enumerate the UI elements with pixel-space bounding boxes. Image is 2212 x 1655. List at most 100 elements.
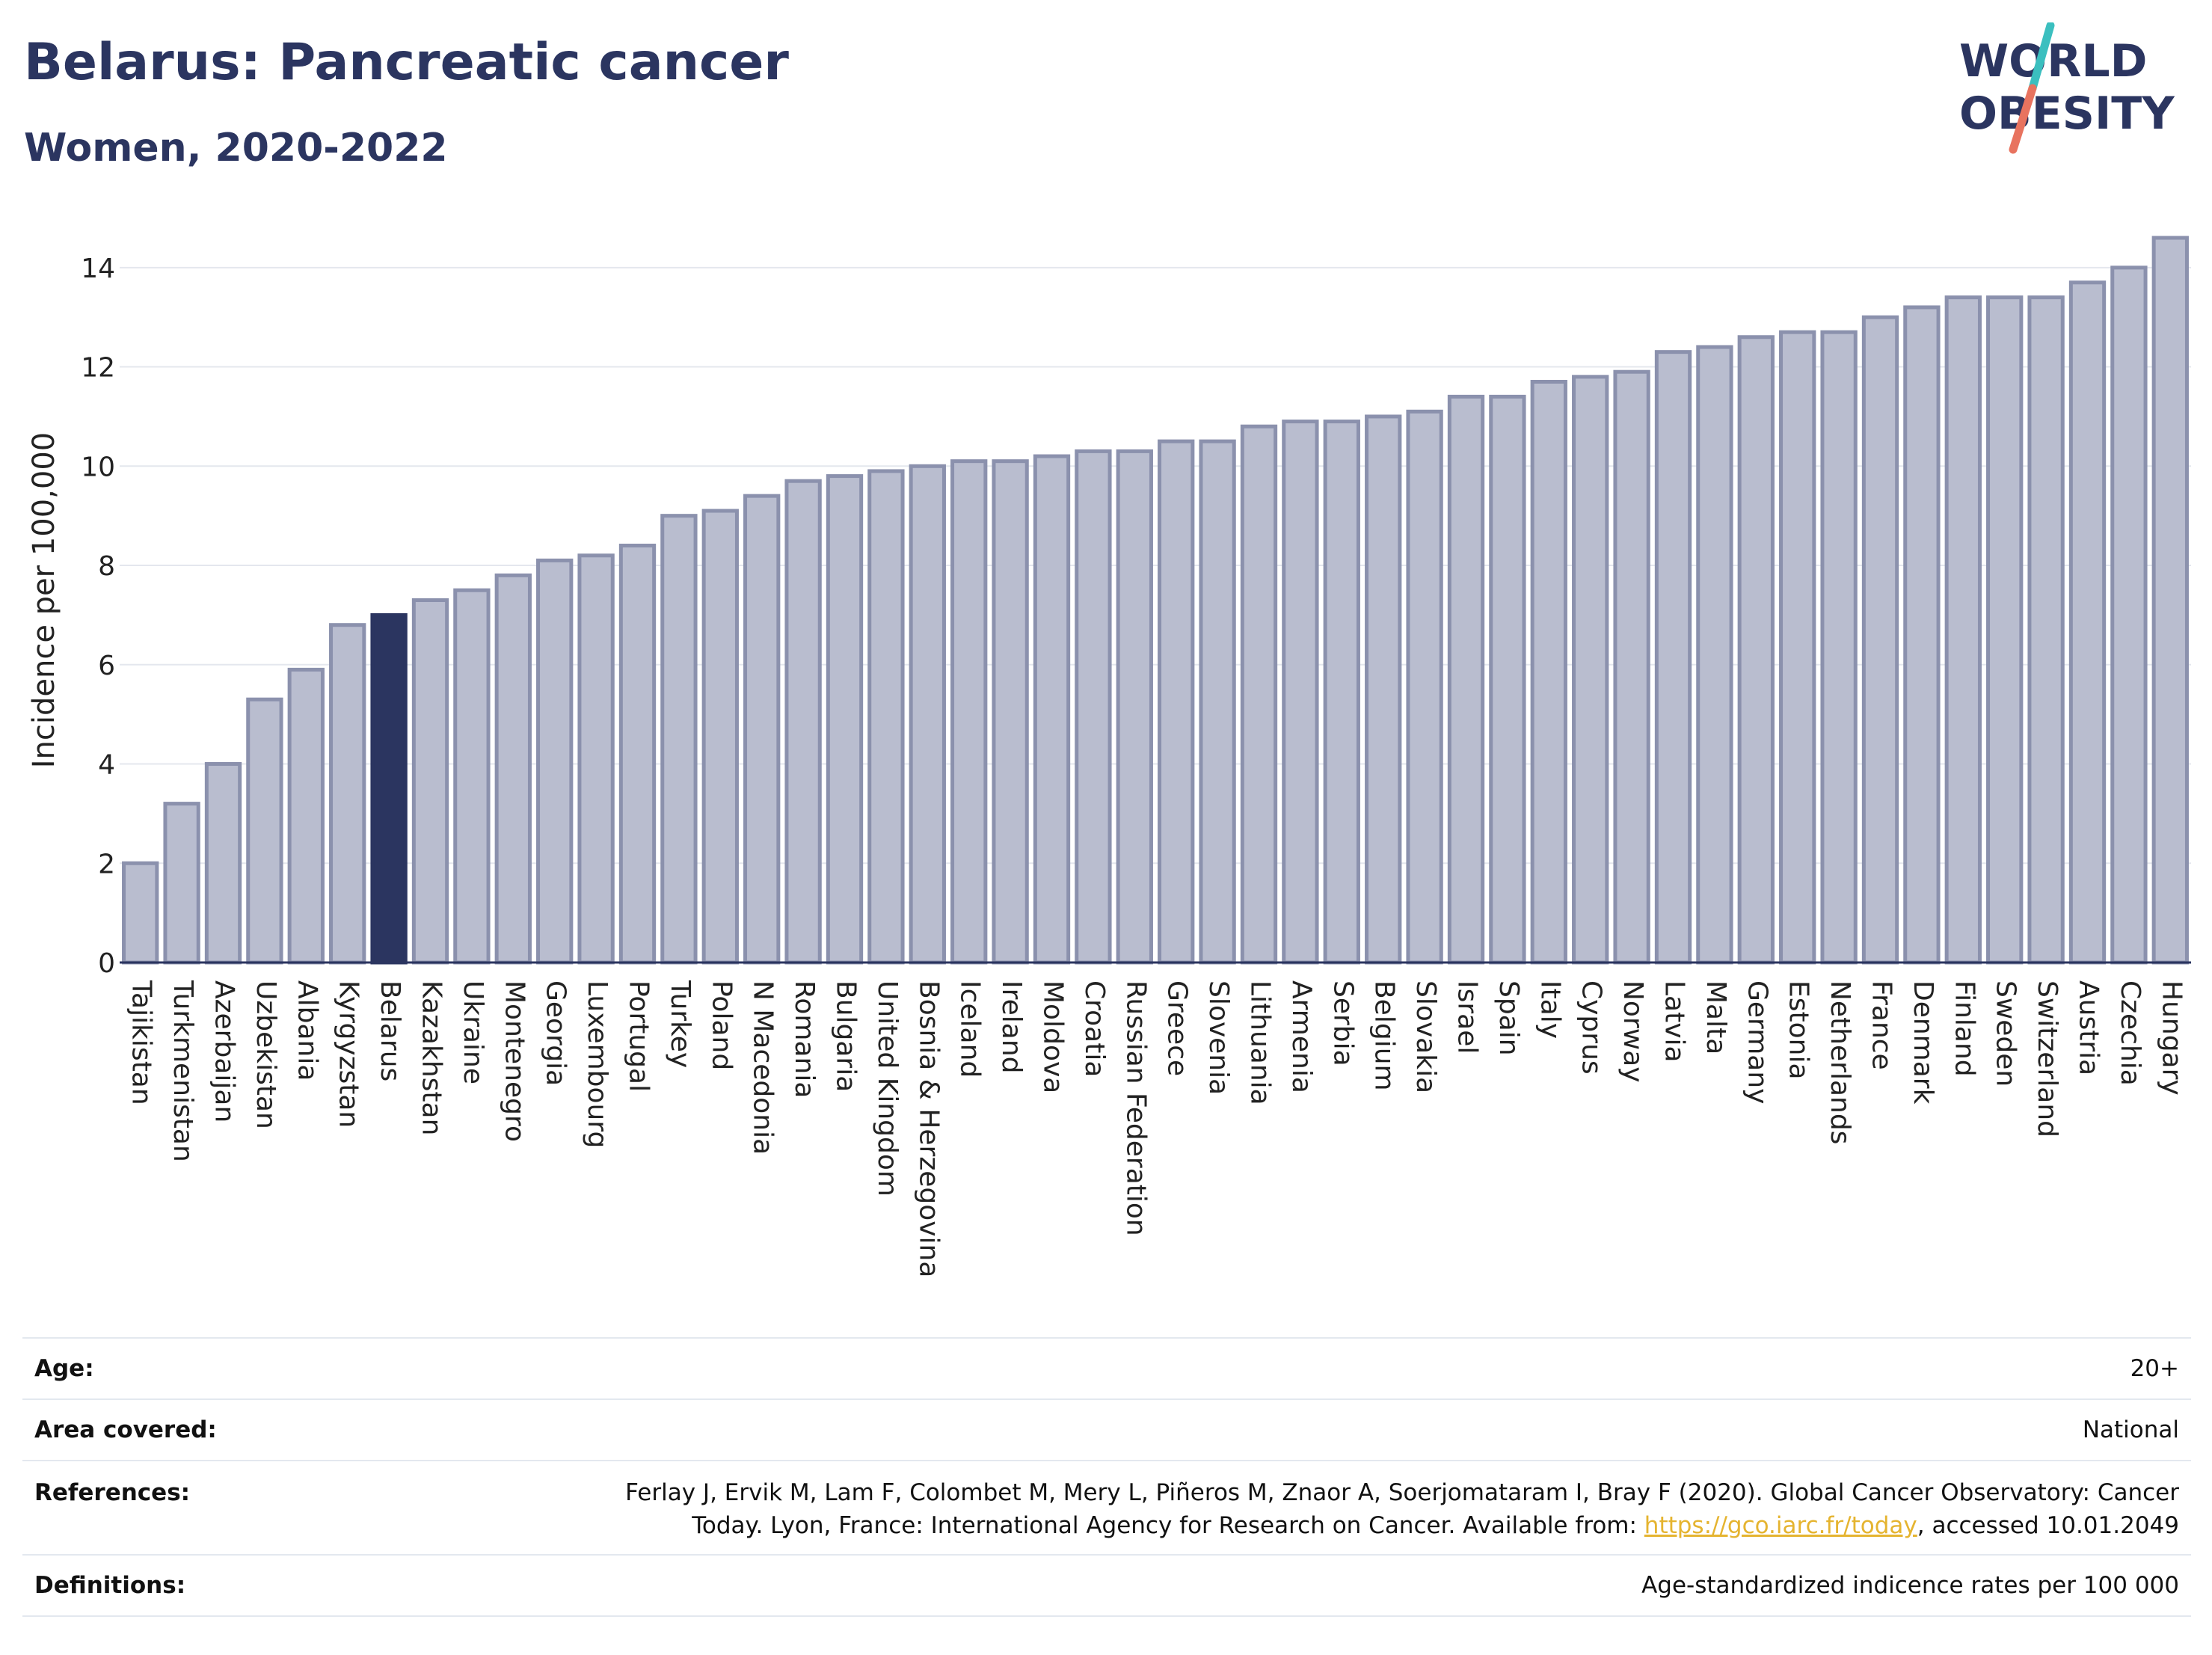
bar-austria [2068, 280, 2107, 965]
bar-switzerland [2027, 295, 2065, 965]
logo-slash-teal [2028, 22, 2055, 93]
bar-portugal [618, 543, 657, 965]
bar-latvia [1654, 350, 1692, 965]
meta-row-definitions: Definitions: Age-standardized indicence … [22, 1554, 2191, 1617]
x-tick-label: Czechia [2115, 980, 2145, 1086]
bar-netherlands [1820, 330, 1858, 965]
bar-serbia [1323, 420, 1360, 965]
y-tick-label: 12 [81, 353, 115, 384]
x-tick-label: Uzbekistan [251, 980, 281, 1129]
age-label: Age: [34, 1355, 94, 1382]
x-tick-label: Tajikistan [126, 980, 157, 1105]
logo-line-2: OBESITY [1959, 87, 2175, 140]
area-value: National [2082, 1416, 2179, 1443]
bar-n-macedonia [743, 494, 781, 965]
bar-slovakia [1406, 409, 1443, 965]
y-tick-label: 6 [98, 651, 115, 681]
logo-slash-coral [2009, 84, 2037, 154]
bar-montenegro [494, 573, 532, 965]
x-tick-label: Spain [1493, 980, 1524, 1056]
x-tick-label: Kyrgyzstan [334, 980, 364, 1128]
x-tick-label: Bosnia & Herzegovina [913, 980, 944, 1277]
x-tick-label: Latvia [1659, 980, 1690, 1063]
bar-belgium [1365, 414, 1402, 965]
x-tick-label: Turkmenistan [168, 980, 198, 1162]
bar-slovenia [1199, 439, 1236, 965]
y-tick-labels: 0 2 4 6 8 10 12 14 [81, 254, 115, 979]
x-tick-label: France [1867, 980, 1897, 1070]
meta-row-area: Area covered: National [22, 1398, 2191, 1460]
bar-estonia [1779, 330, 1816, 965]
bar-norway [1613, 369, 1650, 965]
x-tick-label: Estonia [1784, 980, 1814, 1080]
bars [122, 236, 2189, 965]
bar-azerbaijan [204, 762, 242, 965]
y-axis-label: Incidence per 100,000 [27, 432, 61, 769]
bar-sweden [1986, 295, 2024, 965]
references-label: References: [34, 1479, 191, 1506]
bar-iceland [950, 459, 988, 965]
x-tick-label: Armenia [1286, 980, 1317, 1093]
x-tick-label: Romania [789, 980, 820, 1098]
y-tick-label: 2 [98, 849, 115, 879]
bar-israel [1447, 394, 1485, 965]
bar-turkey [660, 514, 698, 965]
x-tick-label: Malta [1701, 980, 1731, 1054]
bar-hungary [2151, 236, 2189, 965]
x-tick-label: Russian Federation [1120, 980, 1151, 1236]
y-tick-label: 10 [81, 452, 115, 482]
x-tick-label: Kazakhstan [417, 980, 447, 1135]
x-tick-label: Georgia [541, 980, 571, 1086]
x-tick-label: Portugal [624, 980, 654, 1092]
bar-bulgaria [826, 474, 864, 965]
x-tick-label: Iceland [955, 980, 986, 1078]
bar-albania [287, 667, 325, 965]
bar-france [1861, 315, 1899, 965]
x-tick-label: Luxembourg [582, 980, 612, 1148]
x-tick-label: Switzerland [2032, 980, 2062, 1137]
bar-cyprus [1572, 375, 1609, 965]
bar-greece [1158, 439, 1195, 965]
x-tick-label: Croatia [1079, 980, 1110, 1077]
x-tick-label: Turkey [665, 980, 695, 1068]
x-tick-label: Denmark [1908, 980, 1938, 1105]
x-tick-label: N Macedonia [748, 980, 778, 1155]
bar-united-kingdom [867, 469, 905, 965]
x-tick-label: Sweden [1991, 980, 2021, 1087]
y-tick-label: 0 [98, 948, 115, 979]
bar-germany [1737, 335, 1775, 965]
bar-chart: 0 2 4 6 8 10 12 14 Tajikistan Turkmenistan Azerba… [27, 236, 2191, 1277]
bar-belarus [370, 612, 408, 965]
meta-row-references: References: Ferlay J, Ervik M, Lam F, Co… [22, 1460, 2191, 1554]
bar-luxembourg [577, 553, 615, 965]
page-subtitle: Women, 2020-2022 [24, 126, 448, 171]
x-tick-label: Israel [1452, 980, 1483, 1054]
references-line-2-post: , accessed 10.01.2049 [1917, 1512, 2179, 1539]
x-tick-label: Ireland [996, 980, 1027, 1074]
bar-ukraine [453, 588, 491, 965]
area-label: Area covered: [34, 1416, 217, 1443]
definitions-label: Definitions: [34, 1572, 186, 1599]
x-tick-label: Greece [1162, 980, 1193, 1076]
bar-georgia [536, 558, 574, 965]
x-tick-label: Bulgaria [831, 980, 861, 1092]
x-tick-label: Slovenia [1203, 980, 1234, 1095]
references-line-2: Today. Lyon, France: International Agenc… [625, 1509, 2179, 1542]
x-tick-label: Austria [2074, 980, 2104, 1075]
x-tick-label: Ukraine [458, 980, 488, 1084]
x-tick-label: Serbia [1327, 980, 1358, 1066]
references-line-2-pre: Today. Lyon, France: International Agenc… [692, 1512, 1644, 1539]
references-link[interactable]: https://gco.iarc.fr/today [1644, 1512, 1917, 1539]
x-tick-label: Lithuania [1245, 980, 1276, 1105]
x-tick-label: Albania [292, 980, 322, 1081]
bar-romania [784, 479, 822, 965]
x-tick-label: Netherlands [1825, 980, 1855, 1144]
bar-russian-federation [1116, 449, 1153, 965]
x-tick-label: Belarus [375, 980, 405, 1081]
bar-turkmenistan [163, 802, 200, 965]
x-tick-label: Poland [706, 980, 737, 1070]
bar-spain [1489, 394, 1526, 965]
x-tick-label: Italy [1534, 980, 1565, 1039]
definitions-value: Age-standardized indicence rates per 100… [1641, 1572, 2179, 1599]
meta-row-age: Age: 20+ [22, 1337, 2191, 1398]
